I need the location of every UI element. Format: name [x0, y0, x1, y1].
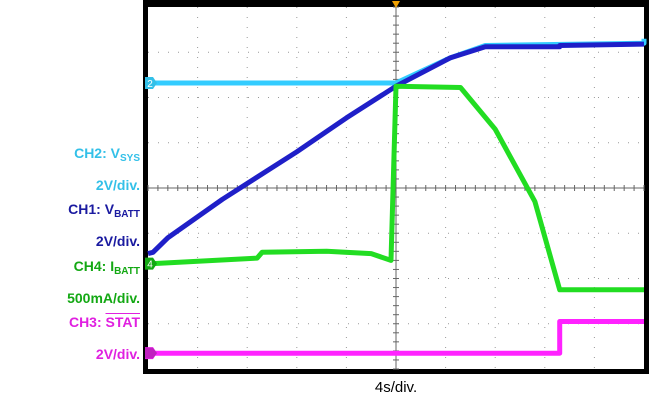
legend-subscript: BATT	[114, 266, 140, 277]
trigger-marker-icon	[392, 1, 400, 8]
legend-ch4-scale: 500mA/div.	[67, 290, 140, 306]
legend-subscript: BATT	[114, 209, 140, 220]
legend-ch2-scale: 2V/div.	[95, 177, 140, 193]
legend-ch4-name: CH4: IBATT	[74, 258, 140, 280]
legend-symbol: STAT	[105, 314, 140, 330]
channel-marker-icon	[145, 77, 157, 90]
trace-ch4	[152, 83, 644, 293]
channel-marker-icon	[145, 348, 157, 359]
legend-ch3-scale: 2V/div.	[95, 346, 140, 362]
legend-ch1-name: CH1: VBATT	[68, 201, 140, 223]
legend-channel: CH4:	[73, 258, 111, 274]
channel-marker-ch4: 4	[145, 257, 157, 271]
legend-ch2-name: CH2: VSYS	[74, 145, 140, 167]
legend-ch1-scale: 2V/div.	[95, 233, 140, 249]
legend-symbol: I	[110, 258, 115, 274]
channel-marker-label: 4	[147, 260, 153, 271]
legend-ch3-name: CH3: STAT	[69, 314, 140, 330]
legend-channel: CH2:	[74, 145, 111, 161]
legend-subscript: SYS	[119, 153, 140, 164]
legend-symbol: V	[104, 201, 115, 217]
channel-marker-label: 2	[147, 79, 153, 90]
legend-channel: CH3:	[68, 314, 106, 330]
oscilloscope-screen: 243	[143, 0, 649, 374]
channel-marker-ch2: 2	[145, 77, 157, 90]
x-axis-scale-label: 4s/div.	[374, 379, 418, 396]
legend-channel: CH1:	[68, 201, 105, 217]
legend-symbol: V	[110, 145, 120, 161]
channel-marker-icon	[145, 257, 157, 270]
trace-ch3	[153, 319, 644, 356]
trace-ch1	[147, 41, 645, 257]
